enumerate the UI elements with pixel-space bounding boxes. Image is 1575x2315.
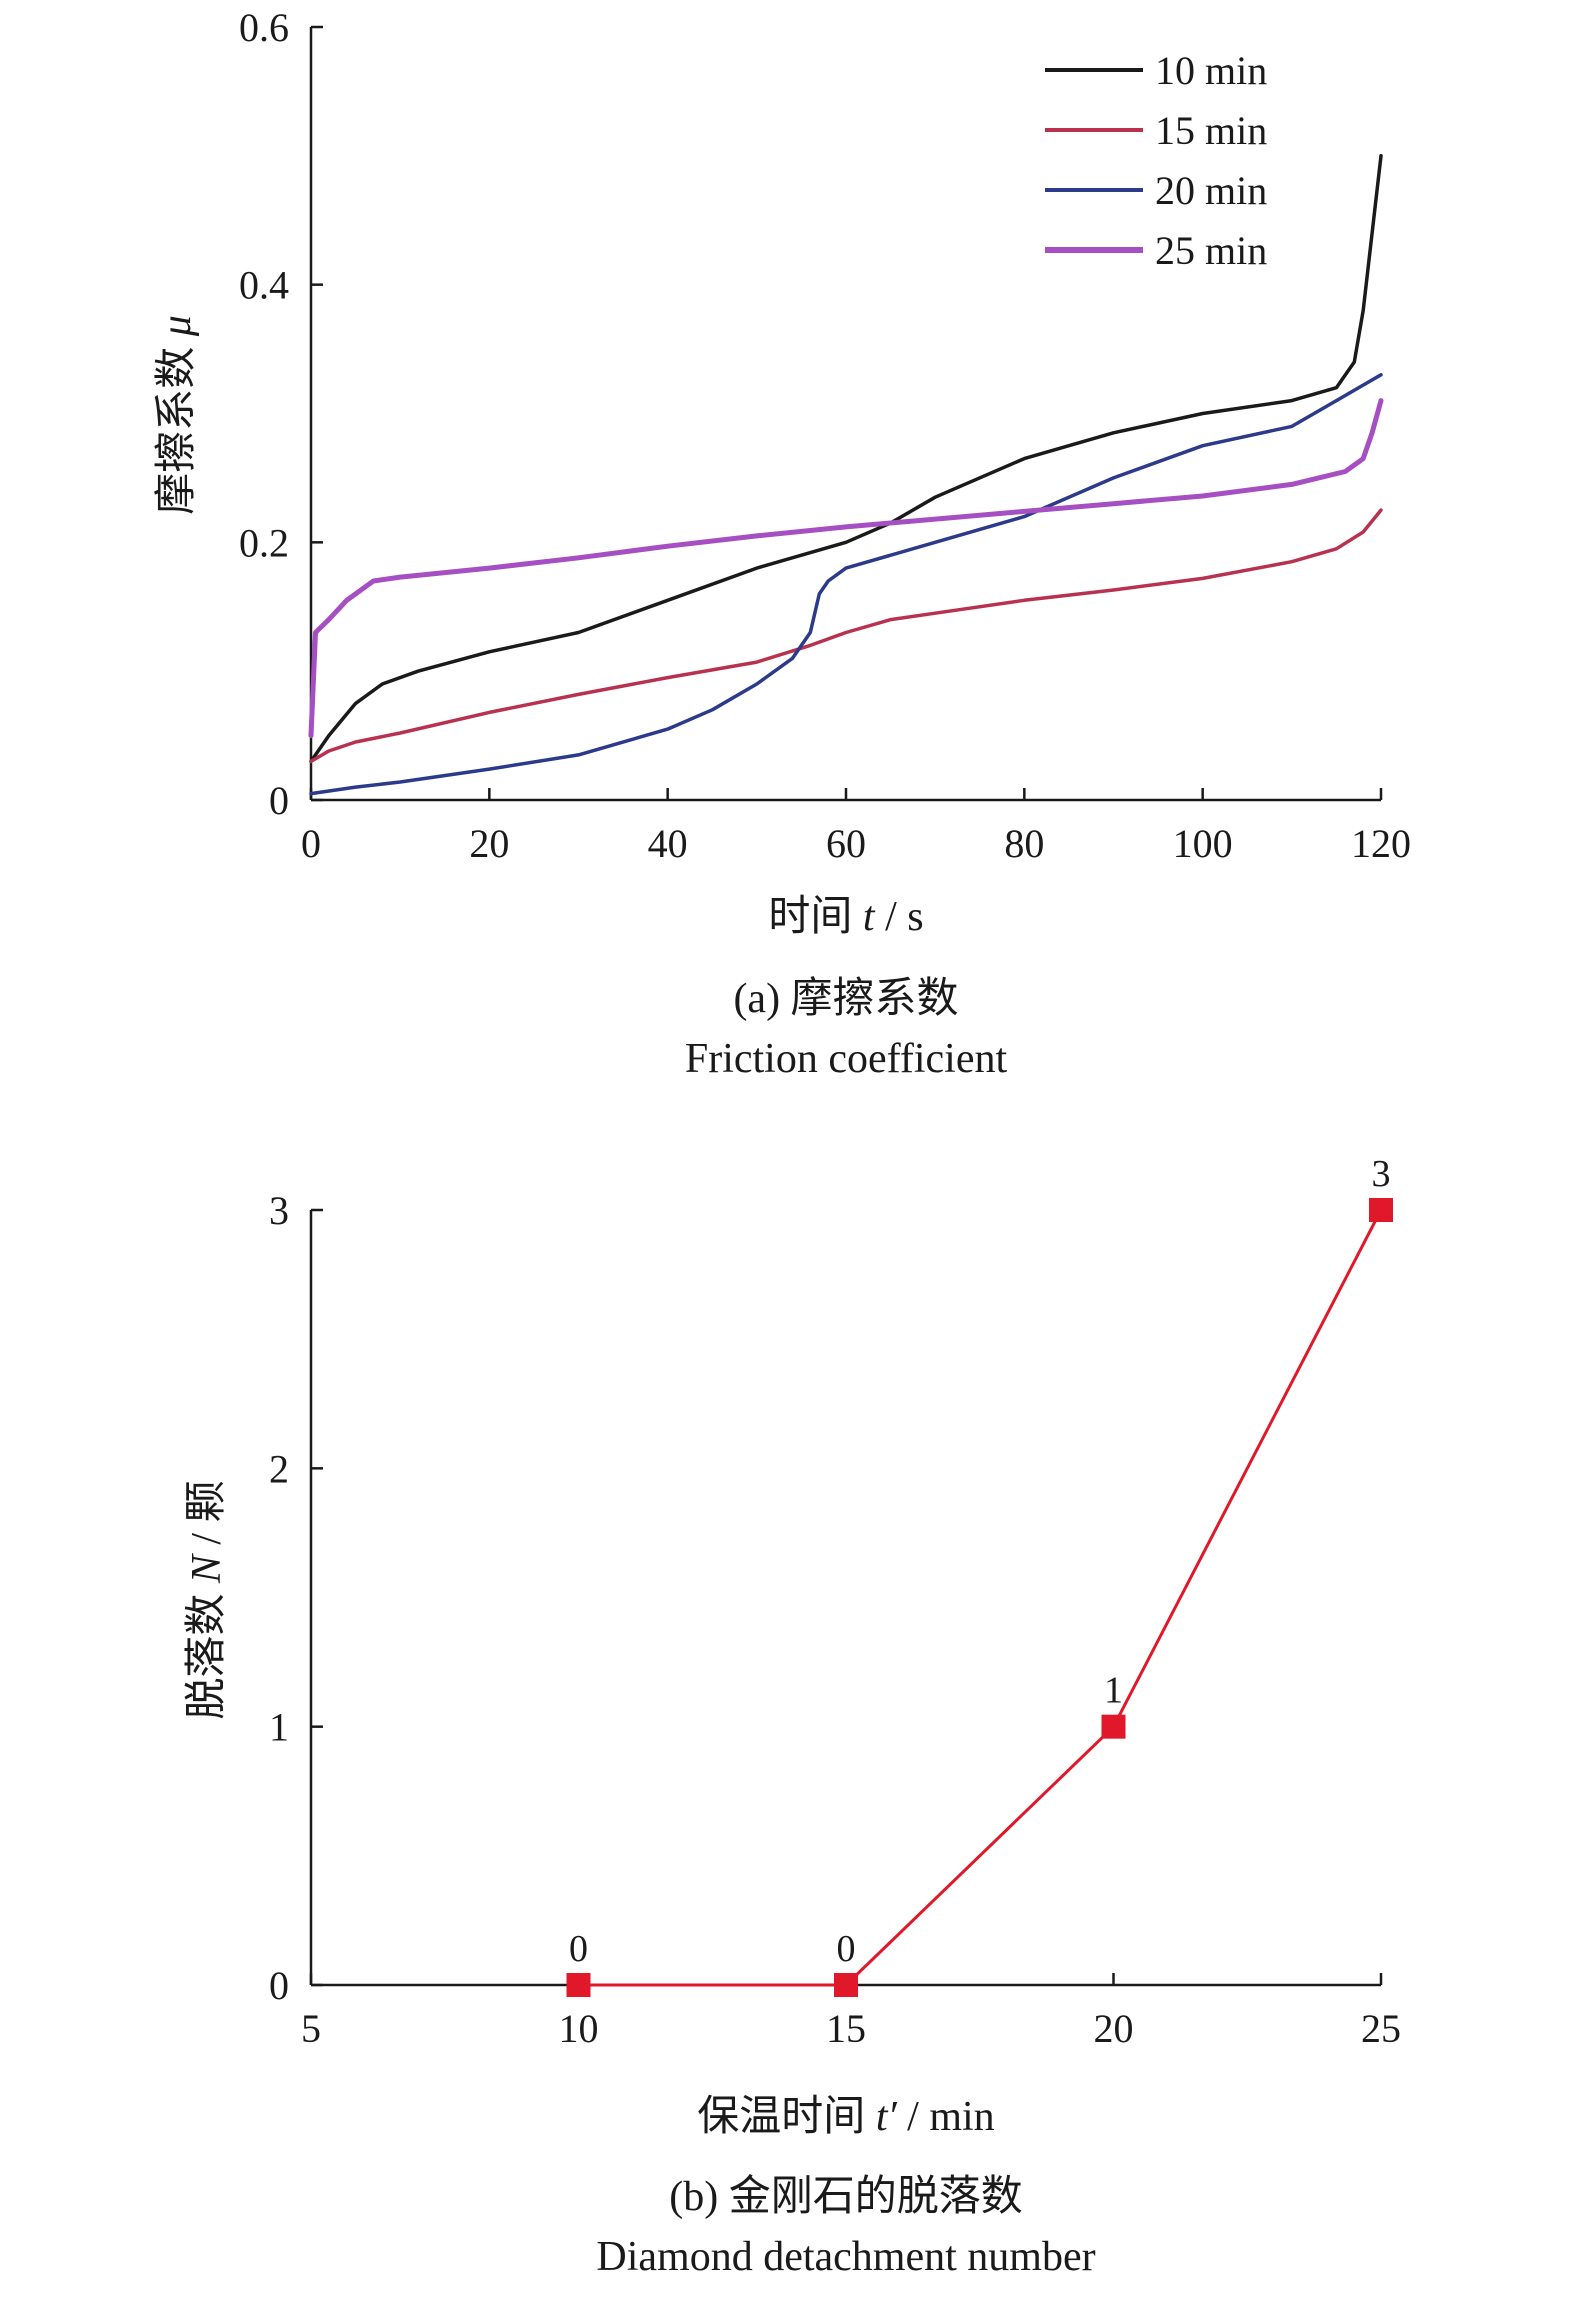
chart-b-axes xyxy=(309,1210,1381,1987)
b-x-tick-label: 15 xyxy=(826,2006,866,2051)
friction-coefficient-chart: 0 20 40 60 80 100 120 0 0.2 0.4 0.6 10 min 15 min 20… xyxy=(153,5,1411,1082)
b-y-tick-label: 1 xyxy=(269,1705,289,1750)
b-x-tick-label: 10 xyxy=(559,2006,599,2051)
chart-a-y-axis-label: 摩擦系数 μ xyxy=(153,315,200,515)
a-y-tick-label: 0.6 xyxy=(239,5,289,50)
legend-label: 10 min xyxy=(1155,48,1267,93)
a-x-tick-label: 100 xyxy=(1173,821,1233,866)
a-x-tick-label: 0 xyxy=(301,821,321,866)
legend-label: 15 min xyxy=(1155,108,1267,153)
a-x-tick-label: 120 xyxy=(1351,821,1411,866)
chart-a-caption-line-1: (a) 摩擦系数 xyxy=(733,975,958,1022)
legend-label: 20 min xyxy=(1155,168,1267,213)
a-x-tick-label: 40 xyxy=(648,821,688,866)
data-point-label: 1 xyxy=(1104,1670,1123,1712)
chart-a-x-axis-label: 时间 t / s xyxy=(768,894,923,940)
a-y-tick-label: 0.2 xyxy=(239,520,289,565)
chart-b-series: 0 0 1 3 xyxy=(566,1153,1393,1997)
data-point-label: 0 xyxy=(569,1928,588,1970)
chart-b-x-axis-label: 保温时间 t′ / min xyxy=(697,2094,994,2140)
b-x-tick-label: 5 xyxy=(301,2006,321,2051)
detachment-line xyxy=(578,1209,1383,1987)
a-x-tick-label: 20 xyxy=(469,821,509,866)
data-point-label: 3 xyxy=(1372,1153,1391,1195)
data-point-marker xyxy=(1369,1198,1393,1222)
chart-a-legend: 10 min 15 min 20 min 25 min xyxy=(1045,48,1267,273)
series-line-20-min xyxy=(309,373,1383,796)
chart-b-caption-line-2: Diamond detachment number xyxy=(596,2234,1095,2280)
b-y-tick-label: 2 xyxy=(269,1446,289,1491)
chart-a-series xyxy=(308,154,1384,796)
chart-a-ticks: 0 20 40 60 80 100 120 0 0.2 0.4 0.6 xyxy=(239,5,1411,866)
a-x-tick-label: 60 xyxy=(826,821,866,866)
chart-b-y-axis-label: 脱落数 N / 颗 xyxy=(184,1480,230,1719)
series-line-15-min xyxy=(309,508,1383,764)
series-line-25-min xyxy=(308,398,1384,739)
chart-a-caption-line-2: Friction coefficient xyxy=(685,1036,1008,1082)
legend-label: 25 min xyxy=(1155,228,1267,273)
chart-b-caption-line-1: (b) 金刚石的脱落数 xyxy=(669,2173,1022,2220)
diamond-detachment-chart: 5 10 15 20 25 0 1 2 3 0 0 1 3 保温时间 t′ / min 脱落数 N /… xyxy=(184,1153,1401,2280)
data-point-marker xyxy=(566,1973,591,1997)
a-y-tick-label: 0.4 xyxy=(239,263,289,308)
data-point-marker xyxy=(834,1973,858,1997)
b-y-tick-label: 0 xyxy=(269,1963,289,2008)
a-x-tick-label: 80 xyxy=(1004,821,1044,866)
b-x-tick-label: 20 xyxy=(1094,2006,1134,2051)
a-y-tick-label: 0 xyxy=(269,778,289,823)
data-point-marker xyxy=(1101,1714,1126,1739)
b-y-tick-label: 3 xyxy=(269,1188,289,1233)
data-point-label: 0 xyxy=(837,1928,856,1970)
b-x-tick-label: 25 xyxy=(1361,2006,1401,2051)
